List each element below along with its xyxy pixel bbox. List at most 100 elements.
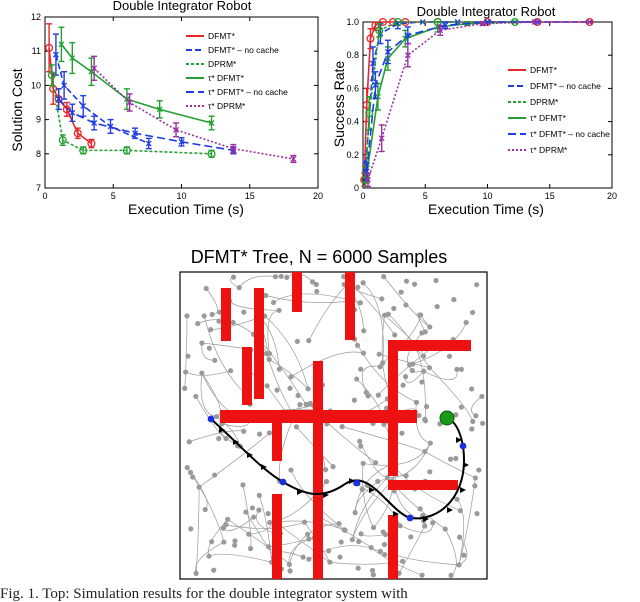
tree-node	[208, 327, 214, 333]
marker-stroke	[58, 41, 65, 48]
tree-node	[327, 559, 333, 565]
tree-node	[313, 281, 319, 288]
data-point	[375, 26, 384, 35]
tree-edge	[398, 525, 426, 574]
tree-node	[476, 467, 482, 473]
obstacle	[313, 361, 323, 515]
tree-node	[241, 428, 247, 434]
tree-node	[206, 345, 212, 351]
tree-node	[303, 401, 309, 408]
x-tick-label: 20	[607, 191, 617, 201]
obstacles	[220, 272, 471, 579]
tree-node	[322, 467, 329, 473]
tree-node	[307, 400, 313, 407]
data-point	[479, 20, 486, 27]
tree-node	[391, 305, 397, 312]
tree-node	[359, 486, 365, 493]
tree-node	[418, 312, 424, 318]
x-tick-label: 10	[176, 191, 186, 201]
marker-stroke	[479, 20, 486, 27]
tree-node	[472, 475, 478, 481]
tree-node	[185, 353, 191, 359]
tree-node	[243, 509, 249, 515]
legend-label: τ* DFMT* – no cache	[208, 87, 288, 97]
tree-node	[426, 365, 433, 371]
tree-node	[184, 313, 190, 319]
tree-node	[416, 412, 422, 419]
data-point	[384, 48, 391, 55]
tree-node	[351, 397, 357, 403]
tree-node	[301, 519, 308, 525]
tree-node	[380, 529, 386, 535]
tree-node	[232, 538, 238, 544]
tree-node	[469, 386, 475, 392]
marker-stroke	[69, 109, 76, 116]
obstacle	[388, 340, 471, 351]
tree-node	[182, 385, 188, 391]
y-tick-label: 0.2	[346, 150, 359, 160]
data-point	[79, 146, 88, 155]
obstacle	[388, 480, 458, 490]
tree-node	[201, 313, 207, 319]
obstacle	[345, 272, 355, 340]
tree-node	[410, 361, 416, 367]
tree-edge	[415, 402, 431, 444]
tree-node	[434, 303, 440, 310]
tree-node	[433, 277, 439, 284]
tree-node	[284, 274, 290, 280]
tree-node	[397, 523, 403, 529]
tree-node	[454, 366, 460, 372]
data-point	[69, 109, 76, 116]
tree-node	[357, 438, 363, 444]
tree-node	[420, 353, 427, 359]
data-point	[365, 176, 371, 183]
tree-node	[306, 338, 312, 344]
tree-edge	[268, 359, 309, 390]
tree-node	[358, 531, 364, 537]
chart-success-rate: Double Integrator Robot Execution Time (…	[331, 4, 617, 217]
tree-edge	[444, 528, 457, 576]
tree-node	[256, 431, 263, 437]
tree-edge	[290, 469, 345, 531]
tree-node	[272, 274, 279, 280]
obstacle	[254, 288, 264, 399]
marker-stroke	[442, 22, 449, 29]
tree-node	[403, 278, 410, 284]
marker-stroke	[384, 48, 391, 55]
plot-frame	[44, 16, 319, 189]
tree-node	[354, 376, 360, 382]
tree-node	[221, 539, 227, 545]
tree-node	[206, 553, 212, 559]
y-tick-label: 11	[32, 46, 41, 56]
tree-node	[342, 527, 348, 533]
tree-node	[422, 523, 428, 529]
legend-label: DFMT*	[208, 31, 236, 41]
marker-stroke	[365, 176, 371, 183]
tree-edge	[203, 315, 246, 394]
tree-node	[472, 483, 478, 489]
tree-node	[473, 413, 479, 419]
tree-node	[183, 369, 189, 375]
tree-edge	[354, 338, 417, 403]
tree-node	[323, 478, 330, 485]
tree-node	[448, 572, 454, 578]
tree-node	[375, 392, 381, 398]
tree-node	[240, 482, 246, 488]
tree-edge	[387, 442, 431, 478]
tree-node	[288, 467, 294, 473]
tree-node	[427, 440, 433, 446]
data-point	[61, 82, 68, 89]
y-tick-label: 0.4	[346, 117, 359, 127]
path-arrow	[323, 492, 329, 498]
tree-node	[228, 368, 234, 374]
tree-node	[453, 455, 459, 462]
tree-node	[187, 469, 194, 476]
tree-node	[287, 385, 293, 391]
tree-edge	[264, 315, 309, 389]
tree-node	[380, 360, 386, 366]
legend-label: τ* DPRM*	[208, 101, 246, 111]
tree-node	[246, 531, 252, 537]
tree-node	[354, 342, 361, 348]
legend-label: DPRM*	[530, 97, 559, 107]
tree-node	[223, 522, 229, 528]
